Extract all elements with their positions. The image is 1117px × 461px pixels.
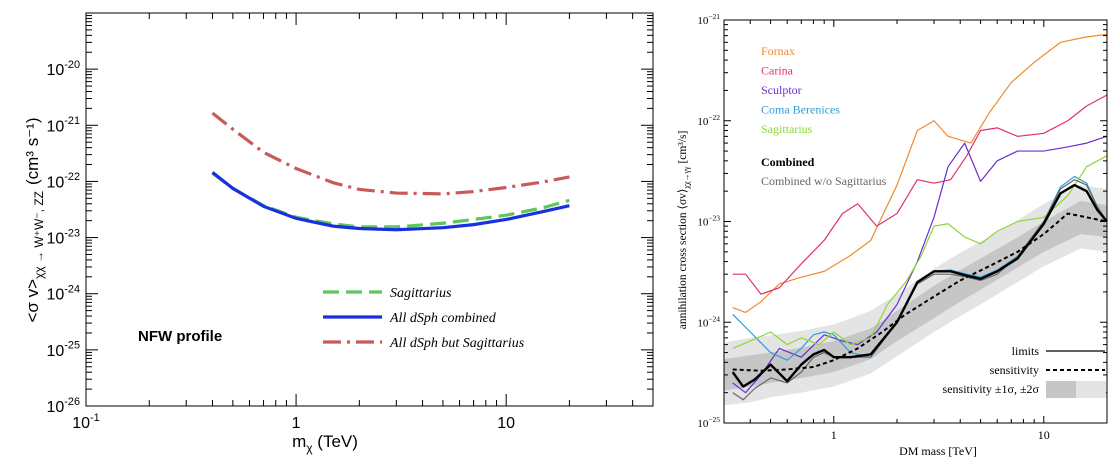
left-y-tick-label: 10-21 [46,115,80,135]
right-series-fornax [732,33,1108,314]
left-y-tick-label-exp: -20 [64,59,80,71]
left-y-axis-label: <σ v>χχ → W⁺W⁻, ZZ (cm³ s⁻¹) [23,117,46,322]
left-y-tick-label-base: 10 [46,343,64,360]
left-x-tick-label-exp: -1 [90,412,100,424]
left-x-tick-label-base: 10 [72,415,90,432]
left-x-tick-label: 10-1 [72,412,99,432]
right-ylabel-unit: [cm³/s] [677,131,689,167]
chart-left: 10-1 1 1010-2010-2110-2210-2310-2410-2510-… [23,12,654,455]
right-legend-label: Fornax [761,44,795,58]
left-y-tick-label-exp: -25 [64,340,80,352]
left-y-tick-label: 10-23 [46,227,80,247]
right-legend: Fornax Carina Sculptor Coma Berenices Sagitt… [761,44,887,188]
right-legend-2sigma-swatch [1076,381,1106,398]
right-series-combined [731,183,1108,388]
left-ylabel-main: <σ v> [23,279,42,323]
right-y-tick-label-exp: −24 [708,314,720,323]
left-ylabel-unit: (cm³ s⁻¹) [23,117,42,185]
left-ylabel-sub: χχ → W⁺W⁻, ZZ [32,191,46,279]
right-y-tick-label-base: 10 [697,317,709,329]
left-series-all-dsph-combined [211,171,570,232]
right-y-tick-label-base: 10 [697,15,709,27]
left-y-tick-label: 10-24 [46,284,80,304]
right-y-axis-label: annihilation cross section ⟨σv⟩χχ→γγ [cm… [676,131,691,330]
right-y-tick-label-base: 10 [697,217,709,229]
left-y-tick-label: 10-26 [46,396,80,416]
left-y-tick-label-base: 10 [46,399,64,416]
right-x-axis-label: DM mass [TeV] [899,444,977,458]
left-y-tick-label-exp: -21 [64,115,80,127]
right-x-tick-label: 10 [1038,428,1050,442]
left-xlabel-unit: (TeV) [313,432,358,451]
right-y-tick-label-base: 10 [697,418,709,430]
left-legend: Sagittarius All dSph combined All dSph but… [323,286,525,351]
right-series-sensitivity [732,212,1108,372]
right-legend-sensitivity-label: sensitivity [990,363,1039,377]
left-x-tick-label-base: 1 [292,415,301,432]
left-y-tick-label-base: 10 [46,231,64,248]
right-x-tick-label: 1 [831,428,837,442]
right-y-tick-label: 10−21 [697,12,720,27]
right-legend-label: Sculptor [761,83,802,97]
left-y-tick-label: 10-20 [46,59,80,79]
left-y-tick-label-base: 10 [46,62,64,79]
right-legend-label: Sagittarius [761,122,813,136]
left-series-group [211,111,570,232]
left-y-tick-label: 10-25 [46,340,80,360]
left-plot-frame [85,12,654,407]
left-x-tick-label-base: 10 [497,415,515,432]
right-legend-label: Combined [761,155,815,169]
left-y-tick-label-base: 10 [46,118,64,135]
right-sensitivity-bands [724,185,1107,406]
right-y-tick-label-exp: −21 [708,12,720,21]
right-y-tick-label-exp: −23 [708,214,720,223]
right-y-tick-label: 10−24 [697,314,720,329]
left-y-tick-label-exp: -22 [64,171,80,183]
left-y-tick-label-exp: -23 [64,227,80,239]
right-legend-limits-label: limits [1012,344,1040,358]
right-ylabel-sub: χχ→γγ [682,166,691,190]
left-y-tick-label-base: 10 [46,174,64,191]
right-band-1sigma [724,200,1107,391]
left-annotation: NFW profile [138,328,222,345]
left-xlabel-sub: χ [306,441,313,455]
left-x-tick-label: 1 [292,415,301,432]
left-legend-label: All dSph but Sagittarius [389,336,525,351]
right-series-sagittarius [732,155,1108,349]
right-ylabel-main: annihilation cross section ⟨σv⟩ [676,189,689,330]
left-y-tick-label: 10-22 [46,171,80,191]
right-legend-label: Coma Berenices [761,103,840,117]
right-y-tick-label: 10−25 [697,415,720,430]
left-y-tick-label-base: 10 [46,287,64,304]
right-legend-label: Combined w/o Sagittarius [761,174,887,188]
left-series-all-dsph-but-sagittarius [211,111,570,196]
right-legend-label: Carina [761,64,794,78]
right-series-carina [732,94,1108,295]
right-legend-1sigma-swatch [1046,381,1076,398]
right-y-tick-label-exp: −25 [708,415,720,424]
left-legend-label: All dSph combined [389,311,497,326]
right-y-tick-label: 10−23 [697,214,720,229]
left-x-tick-label: 10 [497,415,515,432]
left-legend-label: Sagittarius [390,286,452,301]
right-legend-bands-label: sensitivity ±1σ, ±2σ [943,382,1040,396]
left-y-tick-label-exp: -24 [64,284,80,296]
right-y-tick-label-exp: −22 [708,113,720,122]
left-x-axis-label: mχ (TeV) [292,432,358,455]
left-xlabel-main: m [292,432,306,451]
right-legend-limits: limits sensitivity sensitivity ±1σ, ±2σ [943,344,1106,398]
right-series-group [731,33,1108,401]
left-y-tick-label-exp: -26 [64,396,80,408]
right-y-tick-label-base: 10 [697,116,709,128]
left-axes: 10-1 1 1010-2010-2110-2210-2310-2410-2510-… [46,12,654,432]
right-y-tick-label: 10−22 [697,113,720,128]
